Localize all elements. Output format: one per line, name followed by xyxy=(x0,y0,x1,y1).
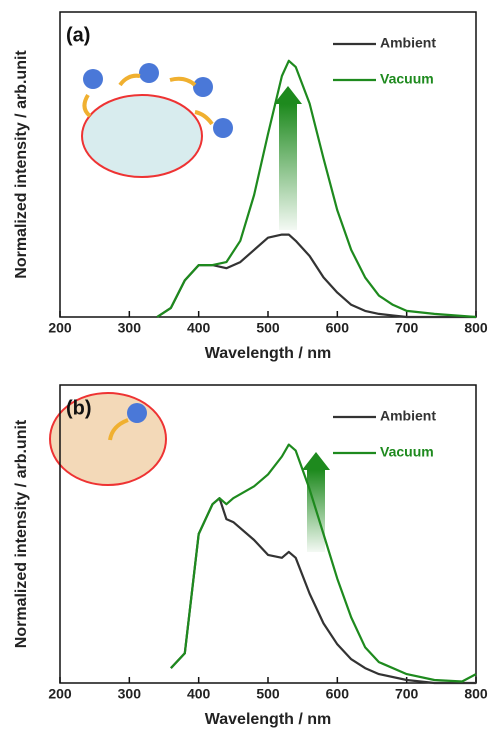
panel-label: (a) xyxy=(66,24,90,46)
legend-label: Vacuum xyxy=(380,71,434,87)
x-tick-label: 400 xyxy=(187,320,211,336)
arrow xyxy=(274,86,330,552)
x-tick-label: 800 xyxy=(464,686,488,702)
x-axis-label: Wavelength / nm xyxy=(205,711,332,728)
x-tick-label: 200 xyxy=(48,686,72,702)
x-axis-label: Wavelength / nm xyxy=(205,345,332,362)
y-axis-label: Normalized intensity / arb.unit xyxy=(13,50,30,279)
x-tick-label: 200 xyxy=(48,320,72,336)
x-tick-label: 300 xyxy=(118,320,142,336)
panel-label: (b) xyxy=(66,397,92,419)
legend-label: Ambient xyxy=(380,408,436,424)
x-tick-label: 600 xyxy=(326,320,350,336)
x-tick-label: 800 xyxy=(464,320,488,336)
x-tick-label: 500 xyxy=(256,320,280,336)
x-tick-label: 300 xyxy=(118,686,142,702)
y-axis-label: Normalized intensity / arb.unit xyxy=(13,419,30,648)
legend-label: Vacuum xyxy=(380,444,434,460)
x-tick-label: 400 xyxy=(187,686,211,702)
x-tick-label: 600 xyxy=(326,686,350,702)
legend-label: Ambient xyxy=(380,35,436,51)
series-line xyxy=(170,443,477,683)
x-tick-label: 700 xyxy=(395,320,419,336)
series-line xyxy=(156,59,477,319)
series-line xyxy=(156,233,476,319)
x-tick-label: 500 xyxy=(256,686,280,702)
illustration xyxy=(49,63,233,486)
x-tick-label: 700 xyxy=(395,686,419,702)
